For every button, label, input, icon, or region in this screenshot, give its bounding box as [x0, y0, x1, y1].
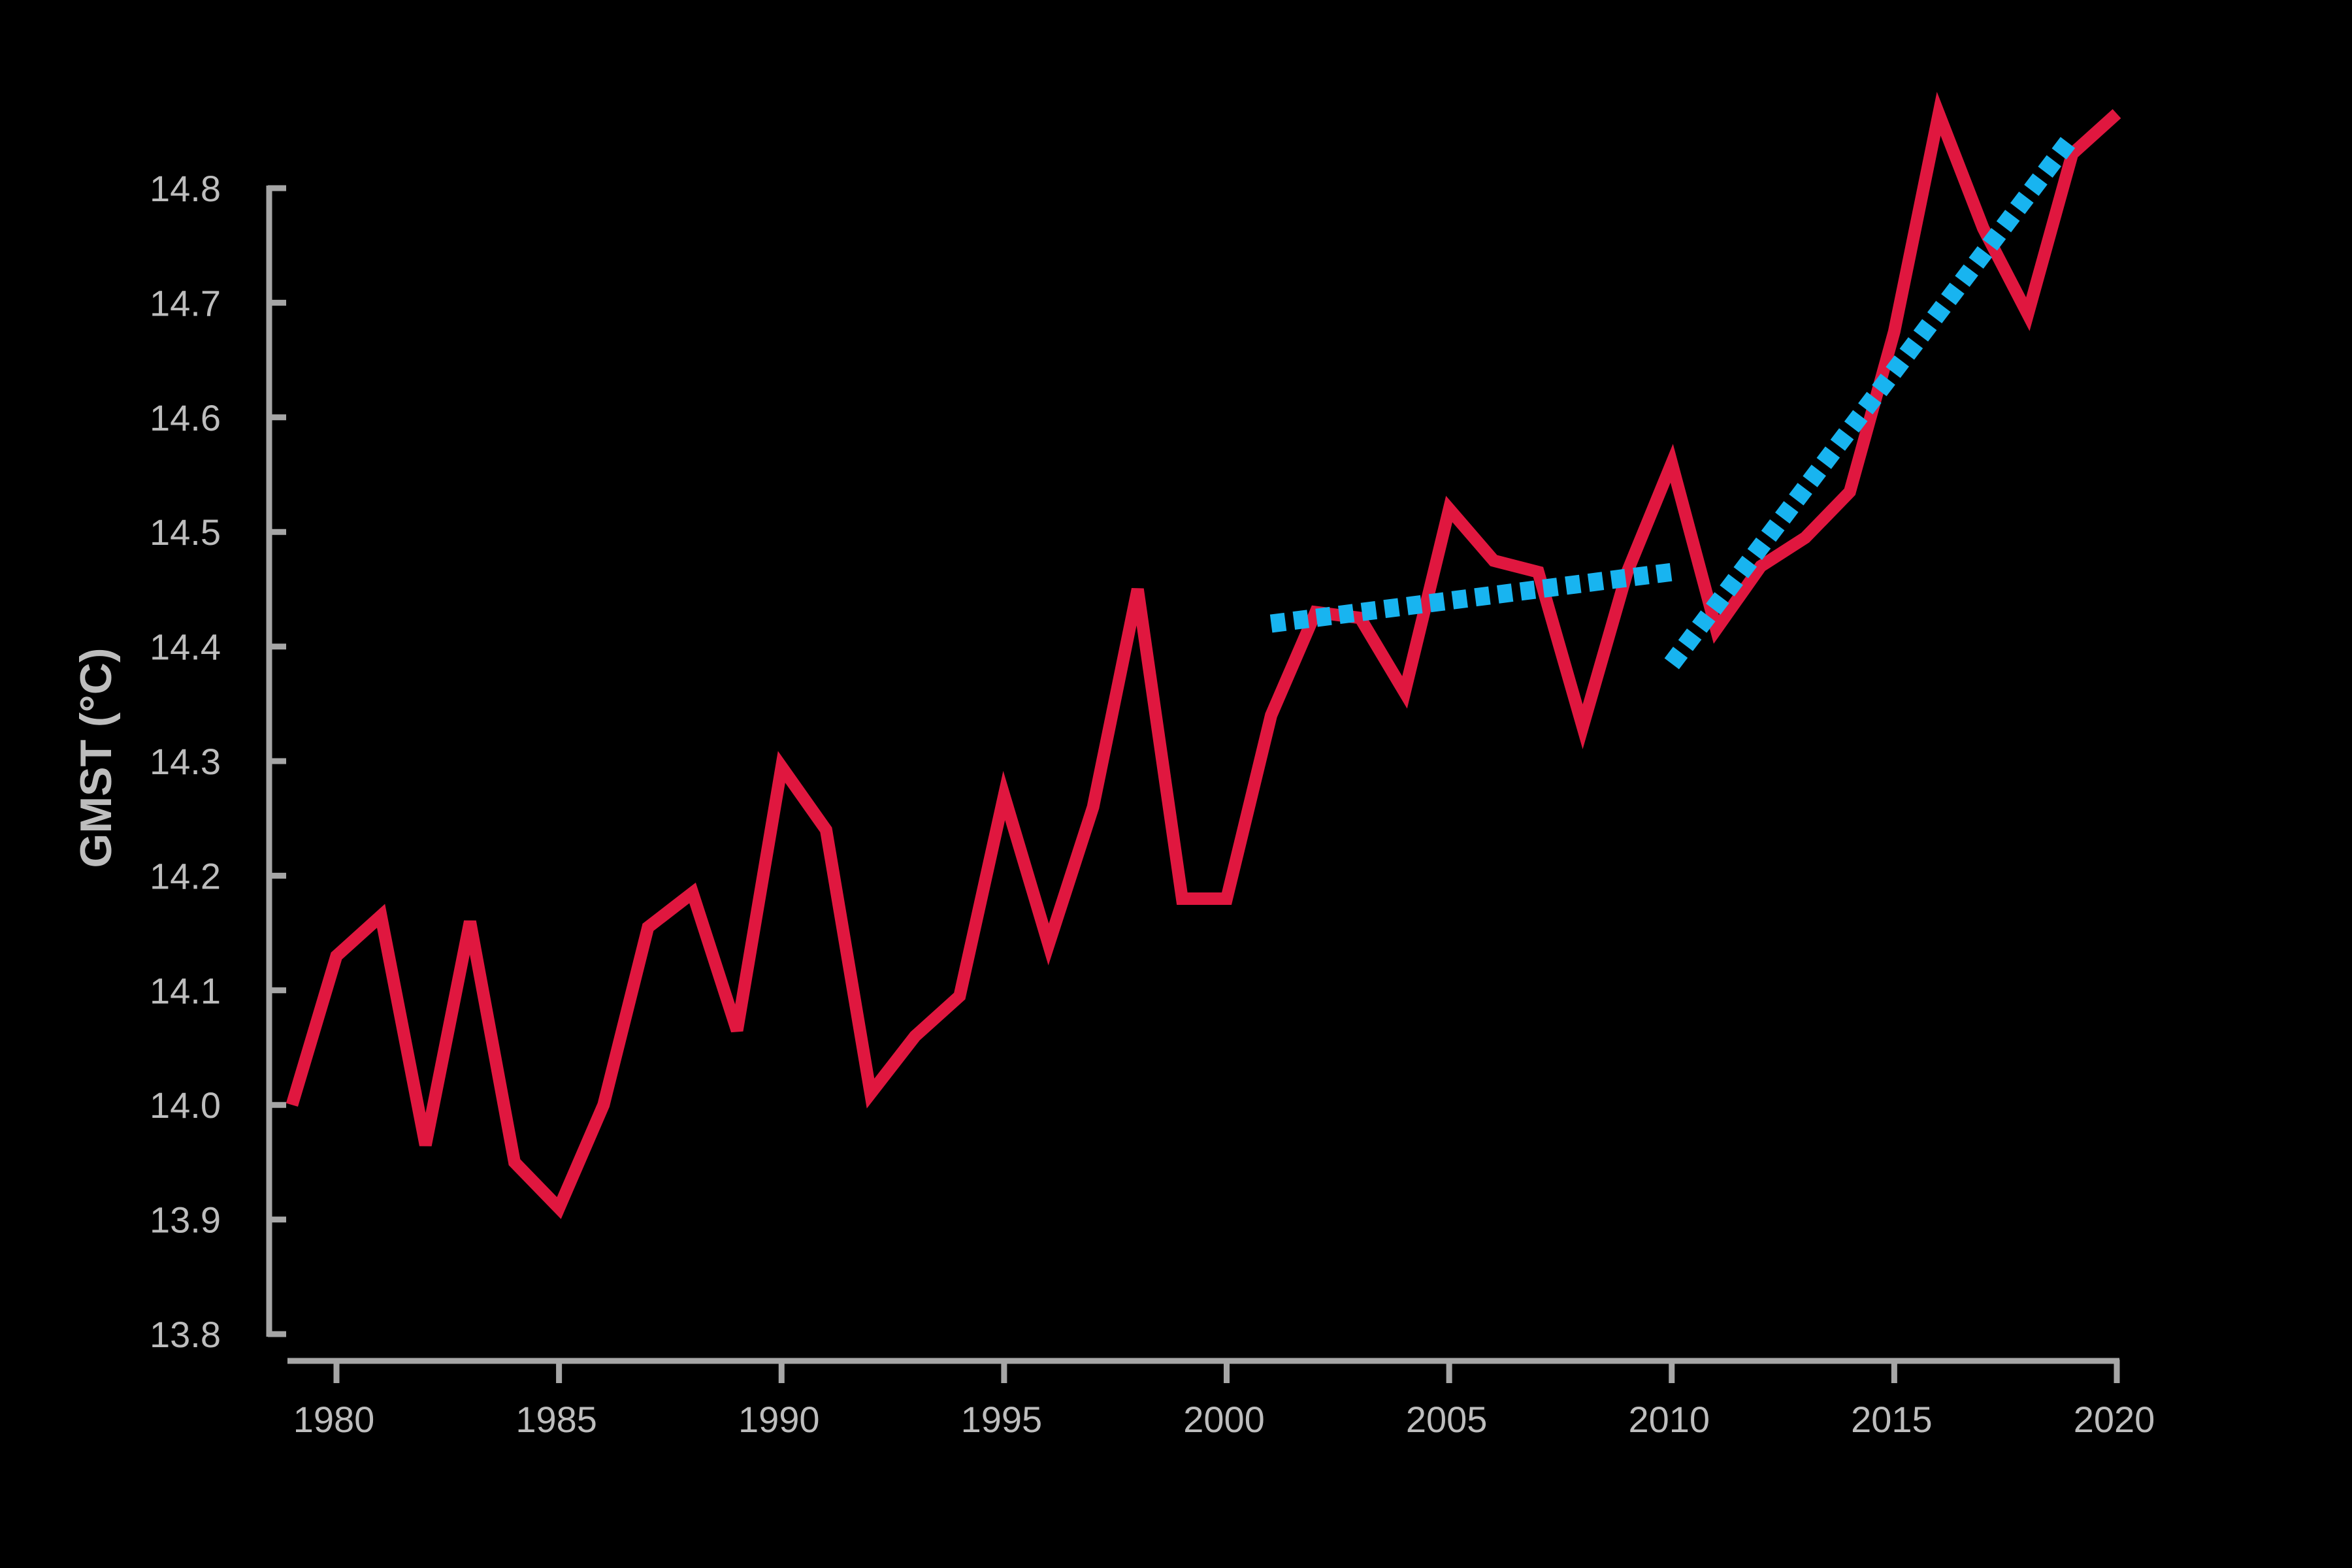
y-tick-label: 14.0 — [150, 1085, 221, 1126]
y-tick-label: 14.6 — [150, 397, 221, 438]
axis-ticks — [268, 185, 2120, 1383]
x-tick-label: 1995 — [961, 1399, 1043, 1440]
y-tick-label: 14.5 — [150, 512, 221, 553]
y-tick-label: 13.9 — [150, 1200, 221, 1241]
x-tick-label: 2005 — [1406, 1399, 1488, 1440]
axis-tick-labels: 13.8 13.9 14.0 14.1 14.2 14.3 14.4 14.5 14.6 14.7… — [150, 168, 2155, 1440]
y-tick-label: 13.8 — [150, 1314, 221, 1355]
y-tick-label: 14.7 — [150, 282, 221, 323]
x-tick-label: 1980 — [293, 1399, 375, 1440]
trend-line-2 — [1664, 131, 2080, 670]
x-tick-label: 2000 — [1183, 1399, 1265, 1440]
y-tick-label: 14.8 — [150, 168, 221, 209]
x-tick-label: 1985 — [515, 1399, 597, 1440]
y-tick-label: 14.4 — [150, 627, 221, 668]
trend-lines — [1269, 131, 2080, 670]
y-tick-label: 14.2 — [150, 855, 221, 896]
x-tick-label: 1990 — [738, 1399, 820, 1440]
x-tick-label: 2015 — [1851, 1399, 1933, 1440]
data-series — [286, 91, 2121, 1219]
y-tick-label: 14.3 — [150, 741, 221, 782]
x-tick-label: 2010 — [1628, 1399, 1710, 1440]
y-tick-label: 14.1 — [150, 970, 221, 1011]
gmst-series-line — [286, 91, 2121, 1219]
y-axis-title: GMST (°C) — [71, 648, 121, 868]
x-tick-label: 2020 — [2074, 1399, 2155, 1440]
